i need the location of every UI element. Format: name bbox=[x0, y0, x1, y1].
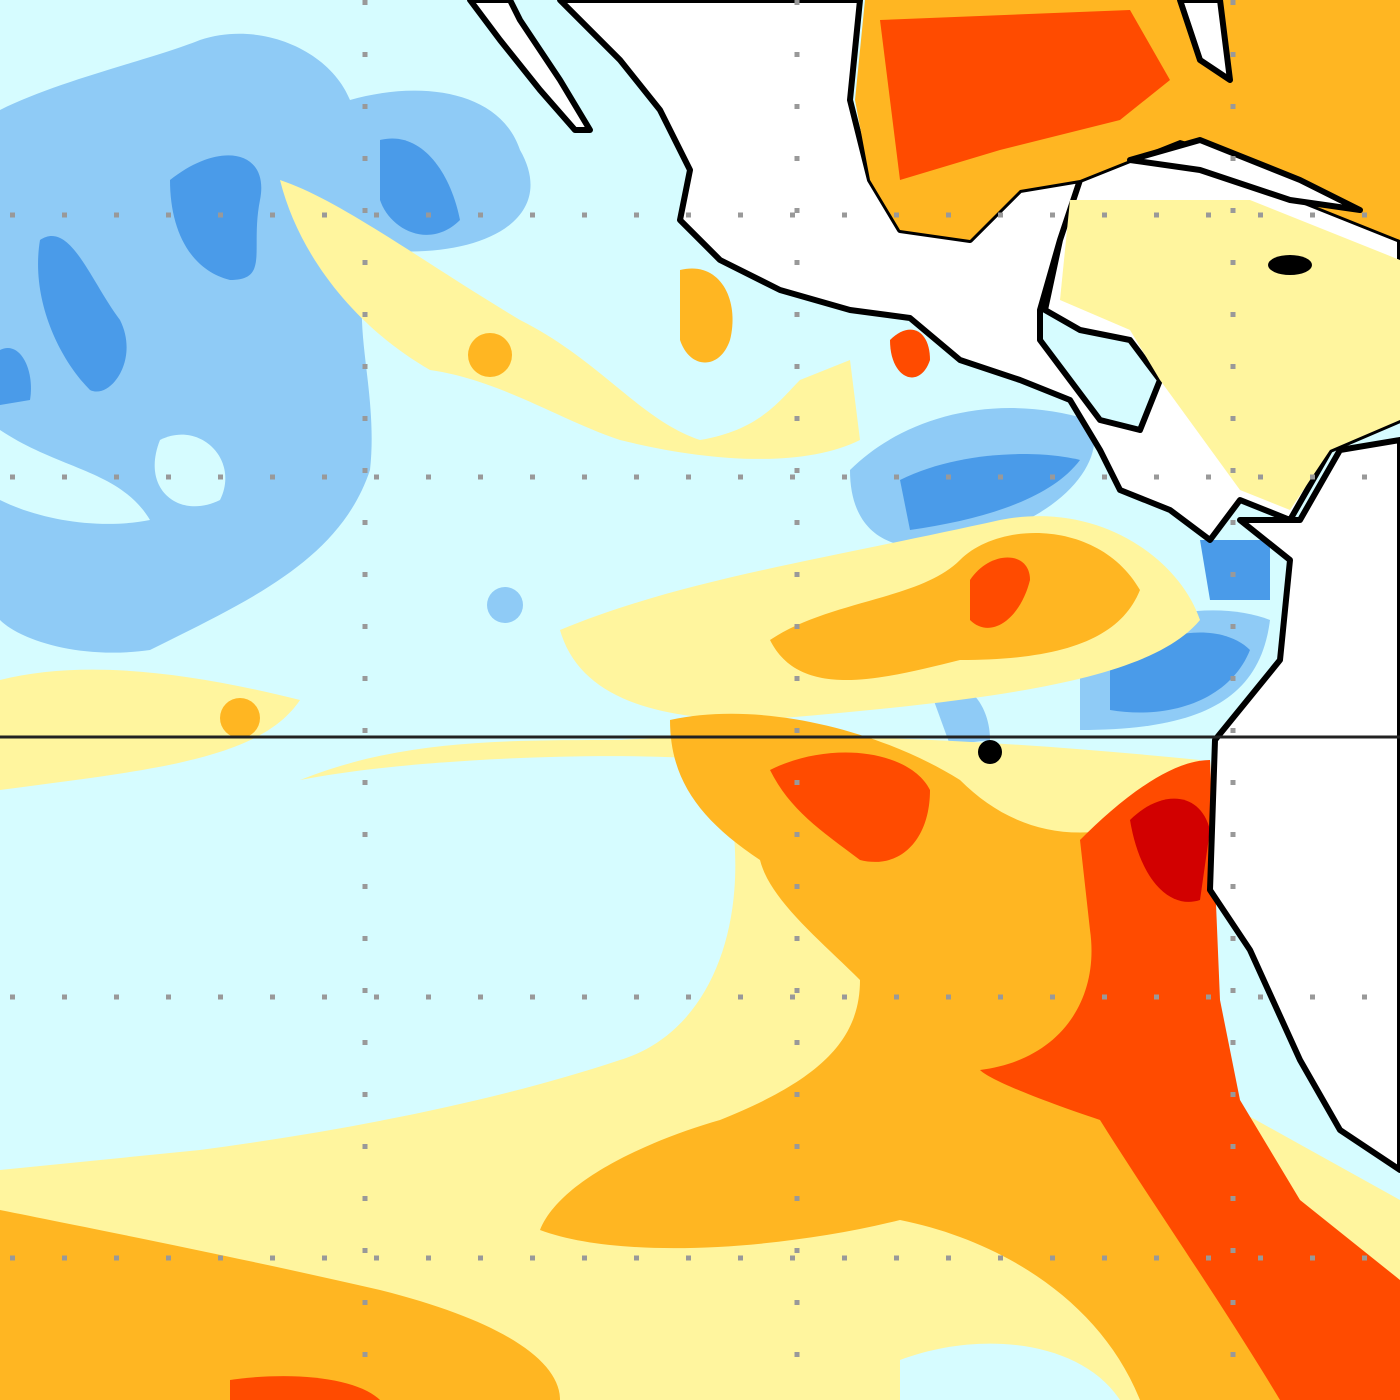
cool-core bbox=[38, 236, 127, 392]
strong-warm-anomaly bbox=[230, 1376, 380, 1400]
cool-core bbox=[1200, 540, 1270, 600]
warm-anomalies bbox=[0, 180, 1400, 1400]
extreme-warm-anomaly bbox=[1130, 798, 1210, 902]
neutral-pocket bbox=[0, 430, 150, 524]
neutral-pocket bbox=[154, 434, 226, 507]
strong-warm-anomaly bbox=[970, 557, 1030, 628]
gulf-strong-anomaly bbox=[880, 10, 1170, 180]
cool-core bbox=[380, 138, 460, 235]
land bbox=[467, 0, 1400, 1173]
warm-spot bbox=[468, 333, 512, 377]
neutral-pocket bbox=[900, 1343, 1120, 1400]
galapagos bbox=[978, 740, 1002, 764]
cool-core bbox=[170, 155, 262, 280]
cuba bbox=[1127, 137, 1363, 213]
neutral-pocket bbox=[470, 790, 600, 869]
cool-core bbox=[900, 454, 1080, 530]
neutral-region bbox=[0, 666, 733, 1160]
warm-anomaly bbox=[680, 268, 733, 363]
baja-california bbox=[467, 0, 593, 133]
strong-warm-anomaly bbox=[980, 760, 1400, 1400]
caribbean-warm bbox=[1060, 200, 1400, 510]
strong-warm-anomaly bbox=[770, 752, 930, 862]
south-america bbox=[1207, 437, 1400, 1173]
strong-warm-anomaly bbox=[890, 329, 930, 378]
cool-core bbox=[0, 348, 31, 405]
warm-region bbox=[280, 180, 860, 459]
warm-spot bbox=[220, 698, 260, 738]
warm-region bbox=[0, 669, 300, 790]
warm-anomaly bbox=[0, 1210, 560, 1400]
florida bbox=[1177, 0, 1233, 83]
cool-spot bbox=[487, 587, 523, 623]
jamaica bbox=[1268, 255, 1312, 275]
warm-anomaly bbox=[770, 532, 1140, 680]
